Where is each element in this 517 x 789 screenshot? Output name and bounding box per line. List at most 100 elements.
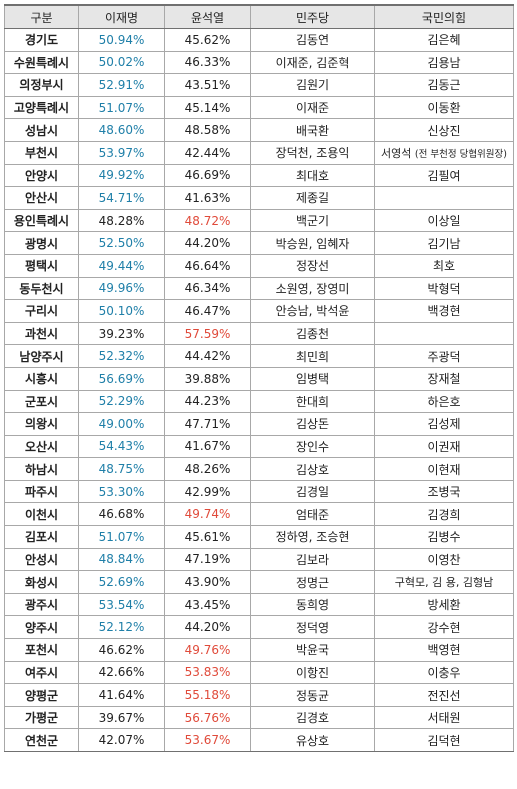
ppp-candidates-cell: 김성제 bbox=[374, 412, 514, 436]
yoon-vote-cell: 46.33% bbox=[164, 50, 251, 75]
ppp-candidate-name: 박형덕 bbox=[427, 281, 461, 296]
ppp-candidates-cell bbox=[374, 186, 514, 210]
democratic-candidates-cell: 최대호 bbox=[250, 163, 375, 188]
lee-vote-cell: 46.62% bbox=[78, 638, 165, 662]
yoon-vote-cell: 46.47% bbox=[164, 299, 251, 323]
ppp-candidates-cell: 김경희 bbox=[374, 502, 514, 527]
ppp-candidate-name: 김기남 bbox=[427, 236, 461, 251]
ppp-candidate-name: 김용남 bbox=[427, 55, 461, 70]
yoon-vote-cell: 43.90% bbox=[164, 570, 251, 594]
ppp-candidate-name: 강수현 bbox=[427, 620, 461, 635]
ppp-candidate-name: 하은호 bbox=[427, 394, 461, 409]
table-row: 광주시 53.54% 43.45% 동희영 방세환 bbox=[4, 592, 514, 617]
lee-vote-cell: 50.10% bbox=[78, 299, 165, 323]
region-cell: 남양주시 bbox=[4, 344, 79, 368]
region-cell: 양평군 bbox=[4, 683, 79, 707]
yoon-vote-cell: 47.71% bbox=[164, 412, 251, 436]
lee-vote-cell: 46.68% bbox=[78, 502, 165, 527]
table-row: 연천군 42.07% 53.67% 유상호 김덕현 bbox=[4, 728, 514, 752]
lee-vote-cell: 50.94% bbox=[78, 28, 165, 52]
region-cell: 고양특례시 bbox=[4, 95, 79, 120]
yoon-vote-cell: 42.99% bbox=[164, 479, 251, 504]
lee-vote-cell: 49.96% bbox=[78, 276, 165, 301]
democratic-candidates-cell: 이항진 bbox=[250, 660, 375, 685]
region-cell: 오산시 bbox=[4, 434, 79, 459]
yoon-vote-cell: 57.59% bbox=[164, 321, 251, 346]
lee-vote-cell: 42.07% bbox=[78, 728, 165, 752]
yoon-vote-cell: 41.67% bbox=[164, 434, 251, 459]
ppp-candidates-cell: 강수현 bbox=[374, 615, 514, 640]
ppp-candidates-cell: 조병국 bbox=[374, 479, 514, 504]
lee-vote-cell: 48.60% bbox=[78, 118, 165, 142]
yoon-vote-cell: 46.69% bbox=[164, 163, 251, 188]
ppp-candidate-name: 김동근 bbox=[427, 78, 461, 93]
lee-vote-cell: 56.69% bbox=[78, 366, 165, 391]
democratic-candidates-cell: 유상호 bbox=[250, 728, 375, 752]
ppp-candidates-cell: 전진선 bbox=[374, 683, 514, 707]
yoon-vote-cell: 39.88% bbox=[164, 366, 251, 391]
election-results-table: 구분 이재명 윤석열 민주당 국민의힘 경기도 50.94% 45.62% 김동연 김은… bbox=[4, 4, 514, 752]
ppp-candidate-name: 전진선 bbox=[427, 688, 461, 703]
table-row: 안산시 54.71% 41.63% 제종길 bbox=[4, 186, 514, 210]
region-cell: 평택시 bbox=[4, 253, 79, 278]
democratic-candidates-cell: 이재준, 김준혁 bbox=[250, 50, 375, 75]
region-cell: 시흥시 bbox=[4, 366, 79, 391]
table-row: 용인특례시 48.28% 48.72% 백군기 이상일 bbox=[4, 208, 514, 233]
yoon-vote-cell: 41.63% bbox=[164, 186, 251, 210]
ppp-candidate-name: 김병수 bbox=[427, 530, 461, 545]
table-row: 광명시 52.50% 44.20% 박승원, 임혜자 김기남 bbox=[4, 231, 514, 255]
table-row: 의정부시 52.91% 43.51% 김원기 김동근 bbox=[4, 73, 514, 97]
table-body: 경기도 50.94% 45.62% 김동연 김은혜 수원특례시 50.02% 46.33% 이재… bbox=[4, 28, 514, 752]
header-people-power-party: 국민의힘 bbox=[374, 4, 514, 29]
democratic-candidates-cell: 김경호 bbox=[250, 705, 375, 730]
lee-vote-cell: 49.92% bbox=[78, 163, 165, 188]
ppp-candidates-cell: 박형덕 bbox=[374, 276, 514, 301]
table-row: 파주시 53.30% 42.99% 김경일 조병국 bbox=[4, 479, 514, 504]
lee-vote-cell: 48.75% bbox=[78, 457, 165, 481]
header-yoon: 윤석열 bbox=[164, 4, 251, 29]
lee-vote-cell: 48.28% bbox=[78, 208, 165, 233]
democratic-candidates-cell: 정덕영 bbox=[250, 615, 375, 640]
lee-vote-cell: 54.43% bbox=[78, 434, 165, 459]
ppp-candidates-cell: 김병수 bbox=[374, 525, 514, 549]
lee-vote-cell: 54.71% bbox=[78, 186, 165, 210]
lee-vote-cell: 51.07% bbox=[78, 525, 165, 549]
ppp-candidate-name: 백영현 bbox=[427, 643, 461, 658]
table-row: 시흥시 56.69% 39.88% 임병택 장재철 bbox=[4, 366, 514, 391]
democratic-candidates-cell: 제종길 bbox=[250, 186, 375, 210]
ppp-candidates-cell: 이상일 bbox=[374, 208, 514, 233]
ppp-candidate-name: 이상일 bbox=[427, 214, 461, 229]
region-cell: 김포시 bbox=[4, 525, 79, 549]
yoon-vote-cell: 42.44% bbox=[164, 140, 251, 165]
democratic-candidates-cell: 이재준 bbox=[250, 95, 375, 120]
region-cell: 성남시 bbox=[4, 118, 79, 142]
header-region: 구분 bbox=[4, 4, 79, 29]
democratic-candidates-cell: 배국환 bbox=[250, 118, 375, 142]
lee-vote-cell: 39.23% bbox=[78, 321, 165, 346]
democratic-candidates-cell: 김상호 bbox=[250, 457, 375, 481]
yoon-vote-cell: 45.14% bbox=[164, 95, 251, 120]
lee-vote-cell: 51.07% bbox=[78, 95, 165, 120]
table-row: 수원특례시 50.02% 46.33% 이재준, 김준혁 김용남 bbox=[4, 50, 514, 75]
ppp-candidate-name: 신상진 bbox=[427, 123, 461, 138]
yoon-vote-cell: 44.20% bbox=[164, 615, 251, 640]
lee-vote-cell: 52.50% bbox=[78, 231, 165, 255]
ppp-candidate-name: 김경희 bbox=[427, 507, 461, 522]
table-row: 동두천시 49.96% 46.34% 소원영, 장영미 박형덕 bbox=[4, 276, 514, 301]
lee-vote-cell: 53.54% bbox=[78, 592, 165, 617]
ppp-candidates-cell: 장재철 bbox=[374, 366, 514, 391]
yoon-vote-cell: 45.62% bbox=[164, 28, 251, 52]
region-cell: 광주시 bbox=[4, 592, 79, 617]
yoon-vote-cell: 55.18% bbox=[164, 683, 251, 707]
democratic-candidates-cell: 최민희 bbox=[250, 344, 375, 368]
lee-vote-cell: 52.91% bbox=[78, 73, 165, 97]
ppp-candidate-name: 백경현 bbox=[427, 304, 461, 319]
header-row: 구분 이재명 윤석열 민주당 국민의힘 bbox=[4, 4, 514, 29]
ppp-candidate-note: (전 부천정 당협위원장) bbox=[414, 148, 507, 160]
ppp-candidate-name: 김필여 bbox=[427, 168, 461, 183]
democratic-candidates-cell: 김종천 bbox=[250, 321, 375, 346]
region-cell: 화성시 bbox=[4, 570, 79, 594]
region-cell: 경기도 bbox=[4, 28, 79, 52]
yoon-vote-cell: 56.76% bbox=[164, 705, 251, 730]
democratic-candidates-cell: 정동균 bbox=[250, 683, 375, 707]
